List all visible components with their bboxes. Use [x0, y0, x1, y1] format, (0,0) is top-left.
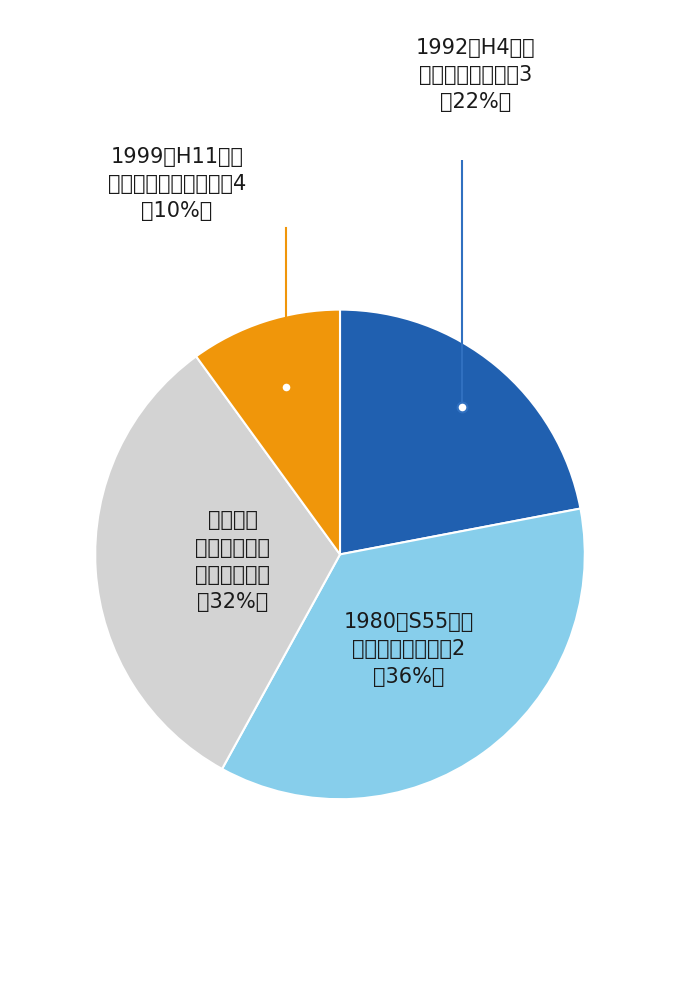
Wedge shape: [222, 509, 585, 799]
Wedge shape: [340, 310, 581, 554]
Text: 旧基準に
満たないもの
（無断熱等）
（32%）: 旧基準に 満たないもの （無断熱等） （32%）: [195, 510, 270, 612]
Text: 1999（H11）の
次世代基準・断熱等級4
（10%）: 1999（H11）の 次世代基準・断熱等級4 （10%）: [107, 147, 246, 221]
Wedge shape: [95, 356, 340, 769]
Text: 1992（H4）の
新基準・断熱等級3
（22%）: 1992（H4）の 新基準・断熱等級3 （22%）: [416, 38, 536, 112]
Text: 1980（S55）の
旧基準・断熱等級2
（36%）: 1980（S55）の 旧基準・断熱等級2 （36%）: [344, 612, 474, 687]
Wedge shape: [196, 310, 340, 554]
